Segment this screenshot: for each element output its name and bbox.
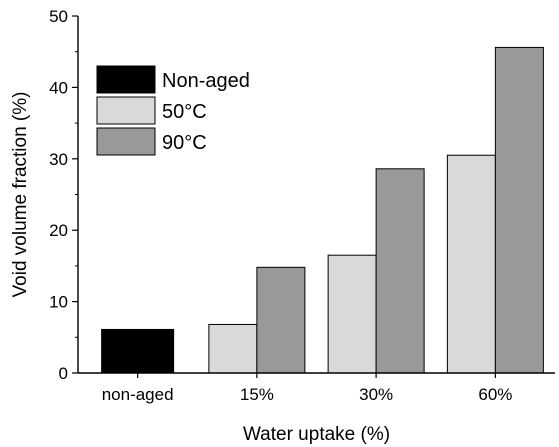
y-tick-label: 20 [49,221,68,240]
bar-15-series-2 [256,266,306,374]
bar-60-series-1 [446,154,496,374]
y-ticks-group: 0 10 20 30 40 50 [49,7,78,383]
bar-15-series-1 [208,323,258,374]
x-axis-label: Water uptake (%) [243,424,390,445]
legend-label-0: Non-aged [162,70,250,92]
legend-swatch-2 [96,127,156,156]
y-tick-label: 0 [59,364,68,383]
x-tick-label: 30% [359,385,393,404]
y-tick-label: 40 [49,78,68,97]
bar-60-series-2 [494,46,544,374]
legend: Non-aged 50°C 90°C [96,65,250,156]
y-axis-label: Void volume fraction (%) [10,92,31,298]
legend-swatch-0 [96,65,156,94]
x-tick-label: 60% [478,385,512,404]
bar-nonaged-series-0 [101,328,175,374]
legend-label-2: 90°C [162,132,207,154]
legend-label-1: 50°C [162,101,207,123]
bars-group [101,46,544,374]
y-tick-label: 10 [49,293,68,312]
y-tick-label: 30 [49,150,68,169]
x-tick-label: 15% [240,385,274,404]
y-tick-label: 50 [49,7,68,26]
x-ticks-group: non-aged 15% 30% 60% [102,373,512,404]
bar-30-series-1 [327,254,377,374]
legend-swatch-1 [96,96,156,125]
x-tick-label: non-aged [102,385,174,404]
bar-30-series-2 [375,168,425,374]
